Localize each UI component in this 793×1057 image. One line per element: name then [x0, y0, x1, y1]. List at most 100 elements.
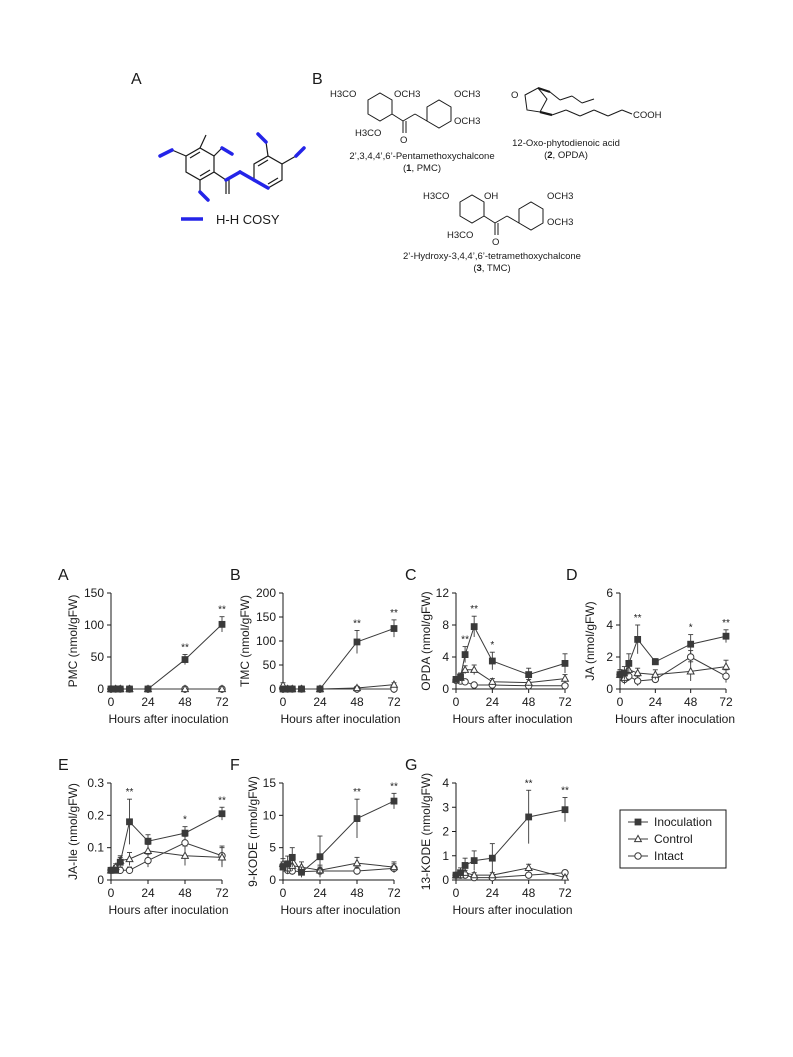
data-point-b-inoculation	[316, 685, 324, 693]
significance-mark-d: *	[689, 623, 693, 634]
tmc-och3-label: OCH3	[547, 191, 573, 202]
data-point-c-control	[488, 677, 497, 685]
legend-label-inoculation: Inoculation	[654, 815, 712, 829]
opda-keto-o: O	[511, 90, 518, 101]
series-e-control	[106, 843, 227, 874]
data-point-d-control	[686, 666, 695, 675]
x-tick-label-g: 0	[453, 886, 460, 900]
tmc-och3-label-2: OCH3	[547, 217, 573, 228]
data-point-g-control	[469, 870, 479, 879]
y-tick-label-e: 0	[97, 873, 104, 887]
x-axis-title-a: Hours after inoculation	[108, 712, 228, 726]
data-point-c-control	[524, 677, 533, 686]
data-point-d-intact	[686, 653, 695, 661]
significance-mark-f: **	[390, 781, 398, 792]
x-tick-label-b: 0	[280, 695, 287, 709]
data-point-d-inoculation	[634, 636, 642, 643]
data-point-g-control	[560, 872, 570, 881]
y-tick-label-f: 0	[269, 873, 276, 887]
y-tick-label-c: 4	[442, 650, 449, 664]
data-point-a-inoculation	[144, 685, 152, 693]
significance-mark-e: *	[183, 815, 187, 826]
data-point-c-inoculation	[488, 657, 496, 665]
x-tick-label-b: 24	[313, 695, 327, 709]
y-tick-label-e: 0.1	[87, 841, 104, 855]
significance-mark-a: **	[181, 642, 189, 653]
series-f-intact	[279, 861, 398, 876]
legend-entry-intact: Intact	[628, 849, 684, 863]
significance-mark-d: **	[722, 618, 730, 629]
chart-panel-g: G 0 1 2 3 4 0 24 48 72 Hours after inoculation 13-K…	[405, 757, 573, 917]
significance-mark-c: **	[461, 635, 469, 646]
data-point-c-intact	[561, 682, 569, 690]
series-line-g-inoculation	[455, 809, 566, 876]
series-b-control	[278, 680, 399, 693]
structure-panel-letter-a: A	[131, 71, 142, 88]
data-point-e-control	[217, 852, 227, 861]
x-tick-label-b: 72	[387, 695, 401, 709]
data-point-b-inoculation	[298, 685, 305, 693]
y-tick-label-d: 4	[606, 618, 613, 632]
data-point-e-inoculation	[126, 818, 133, 826]
pmc-h3co-label: H3CO	[330, 89, 356, 100]
y-tick-label-a: 100	[84, 618, 104, 632]
panel-letter-g: G	[405, 757, 417, 774]
structure-panel-letter-b: B	[312, 71, 323, 88]
data-point-d-control	[633, 668, 642, 677]
data-point-g-intact	[524, 871, 533, 879]
data-point-c-intact	[470, 681, 478, 689]
y-tick-label-a: 150	[84, 586, 104, 600]
significance-mark-b: **	[390, 608, 398, 619]
chart-panel-e: E 0 0.1 0.2 0.3 0 24 48 72 Hours after inoculatio…	[58, 757, 229, 917]
data-point-a-inoculation	[218, 620, 226, 628]
x-tick-label-e: 72	[215, 886, 229, 900]
data-point-a-control	[180, 684, 190, 693]
pmc-och3-label-3: OCH3	[454, 116, 480, 127]
data-point-e-inoculation	[116, 858, 124, 866]
data-point-g-inoculation	[561, 806, 569, 814]
y-axis-title-b: TMC (nmol/gFW)	[238, 595, 252, 687]
data-point-g-inoculation	[470, 857, 478, 864]
y-tick-label-d: 2	[606, 650, 613, 664]
y-tick-label-g: 1	[442, 849, 449, 863]
cosy-legend-label: H-H COSY	[216, 212, 280, 227]
y-tick-label-e: 0.2	[87, 808, 104, 822]
tmc-id-abbr: (3, TMC)	[473, 263, 510, 274]
tmc-name: 2’-Hydroxy-3,4,4’,6’-tetramethoxychalcon…	[403, 251, 581, 262]
x-axis-title-f: Hours after inoculation	[280, 903, 400, 917]
pmc-id: 1	[406, 163, 412, 174]
significance-mark-c: *	[490, 640, 494, 651]
data-point-f-inoculation	[353, 815, 361, 822]
pmc-carbonyl-o: O	[400, 135, 407, 146]
data-point-e-intact	[181, 839, 189, 847]
data-point-f-inoculation	[298, 868, 305, 876]
significance-mark-d: **	[634, 613, 642, 624]
data-point-e-intact	[144, 856, 152, 865]
chemical-structures-figure: A B	[131, 71, 662, 274]
series-g-inoculation	[452, 789, 569, 879]
x-tick-label-d: 24	[649, 695, 663, 709]
data-point-e-inoculation	[181, 829, 189, 837]
x-tick-label-b: 48	[350, 695, 364, 709]
x-tick-label-e: 24	[141, 886, 155, 900]
pmc-id-abbr: (1, PMC)	[403, 163, 441, 174]
data-point-c-inoculation	[561, 660, 569, 667]
data-point-e-control	[180, 851, 190, 859]
data-point-g-control	[524, 863, 533, 871]
y-axis-title-c: OPDA (nmol/gFW)	[419, 591, 433, 690]
y-axis-title-f: 9-KODE (nmol/gFW)	[246, 776, 260, 887]
chart-panel-b: B 0 50 100 150 200 0 24 48 72 Hours after inoculat…	[230, 567, 401, 726]
x-axis-title-c: Hours after inoculation	[452, 712, 572, 726]
data-point-c-inoculation	[457, 673, 464, 681]
series-line-b-inoculation	[283, 628, 395, 690]
pmc-h3co-label-2: H3CO	[355, 128, 381, 139]
pmc-name: 2’,3,4,4’,6’-Pentamethoxychalcone	[349, 151, 494, 162]
y-axis-title-e: JA-Ile (nmol/gFW)	[66, 783, 80, 880]
data-point-d-control	[651, 669, 660, 678]
y-tick-label-a: 0	[97, 682, 104, 696]
data-point-b-control	[352, 683, 362, 692]
data-point-d-control	[721, 661, 731, 670]
x-tick-label-f: 72	[387, 886, 401, 900]
